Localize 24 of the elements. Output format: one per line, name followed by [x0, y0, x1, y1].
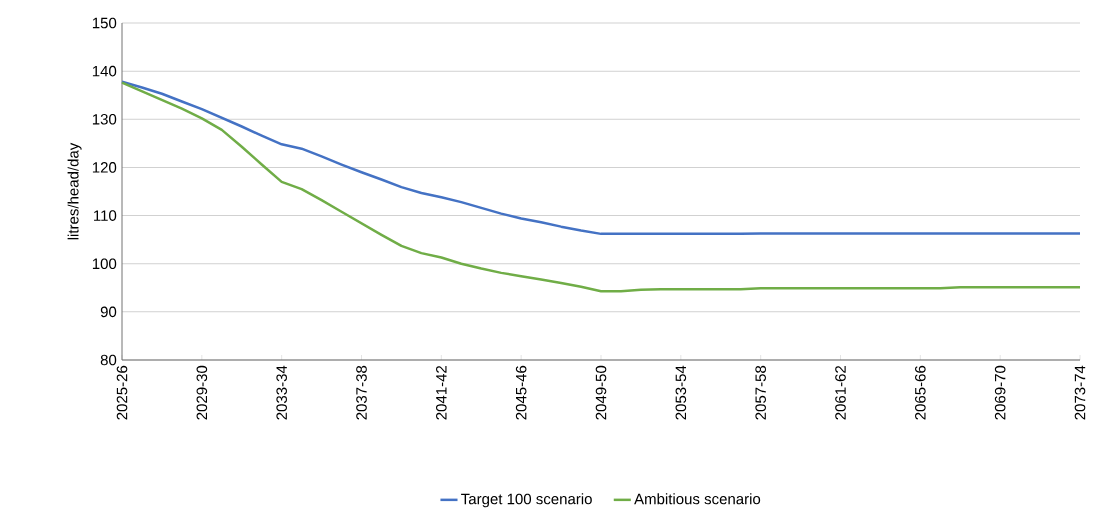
x-tick-label: 2045-46 [515, 365, 527, 420]
y-tick-label: 150 [92, 17, 117, 29]
x-tick-label: 2049-50 [595, 365, 607, 420]
y-axis-title: litres/head/day [67, 142, 82, 240]
x-tick-label: 2041-42 [436, 365, 447, 420]
x-tick-label: 2025-26 [116, 365, 128, 420]
x-tick-label: 2061-62 [835, 365, 846, 420]
y-tick-label: 110 [94, 210, 117, 221]
y-tick-label: 90 [100, 306, 117, 318]
x-tick-label: 2073-74 [1074, 365, 1086, 420]
legend-label: Ambitious scenario [634, 493, 761, 505]
x-tick-label: 2065-66 [915, 365, 926, 420]
y-tick-label: 140 [92, 65, 117, 77]
x-tick-label: 2053-54 [675, 365, 687, 420]
x-tick-label: 2069-70 [994, 365, 1006, 420]
y-tick-label: 100 [92, 258, 117, 270]
x-tick-label: 2033-34 [276, 365, 287, 420]
x-tick-label: 2057-58 [755, 365, 766, 420]
y-tick-label: 120 [92, 162, 117, 173]
legend-label: Target 100 scenario [461, 493, 592, 508]
x-tick-label: 2037-38 [356, 365, 367, 420]
x-tick-label: 2029-30 [196, 365, 208, 420]
y-tick-label: 80 [100, 354, 117, 366]
y-tick-label: 130 [92, 113, 117, 125]
